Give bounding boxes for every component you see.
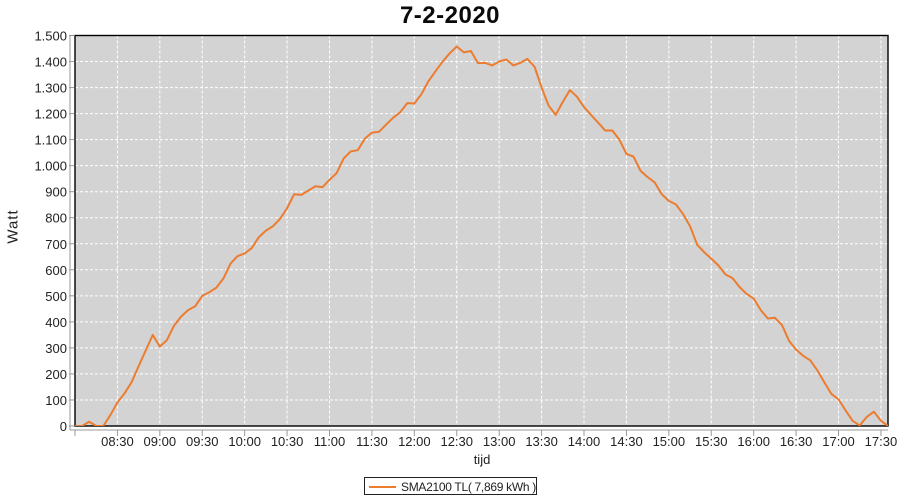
svg-text:13:30: 13:30: [525, 434, 558, 449]
svg-text:1.100: 1.100: [34, 133, 67, 148]
svg-text:17:30: 17:30: [865, 434, 898, 449]
svg-text:08:30: 08:30: [101, 434, 134, 449]
svg-text:14:30: 14:30: [610, 434, 643, 449]
svg-text:600: 600: [45, 263, 67, 278]
svg-text:700: 700: [45, 237, 67, 252]
svg-text:12:30: 12:30: [440, 434, 473, 449]
svg-text:1.300: 1.300: [34, 81, 67, 96]
svg-text:1.200: 1.200: [34, 107, 67, 122]
svg-text:12:00: 12:00: [398, 434, 431, 449]
svg-text:0: 0: [60, 419, 67, 434]
svg-text:10:00: 10:00: [228, 434, 261, 449]
svg-text:16:00: 16:00: [737, 434, 770, 449]
svg-text:14:00: 14:00: [568, 434, 601, 449]
svg-text:09:00: 09:00: [144, 434, 177, 449]
svg-text:1.400: 1.400: [34, 55, 67, 70]
svg-text:1.000: 1.000: [34, 159, 67, 174]
svg-text:11:00: 11:00: [314, 434, 346, 449]
svg-text:500: 500: [45, 289, 67, 304]
svg-text:15:30: 15:30: [695, 434, 728, 449]
svg-text:200: 200: [45, 367, 67, 382]
svg-text:15:00: 15:00: [653, 434, 686, 449]
svg-text:09:30: 09:30: [186, 434, 219, 449]
svg-text:17:00: 17:00: [822, 434, 855, 449]
svg-text:16:30: 16:30: [780, 434, 813, 449]
svg-text:400: 400: [45, 315, 67, 330]
svg-text:1.500: 1.500: [34, 29, 67, 44]
svg-text:13:00: 13:00: [483, 434, 516, 449]
svg-text:11:30: 11:30: [356, 434, 388, 449]
svg-text:300: 300: [45, 341, 67, 356]
svg-text:800: 800: [45, 211, 67, 226]
svg-text:900: 900: [45, 185, 67, 200]
svg-text:100: 100: [45, 393, 67, 408]
svg-text:10:30: 10:30: [271, 434, 304, 449]
